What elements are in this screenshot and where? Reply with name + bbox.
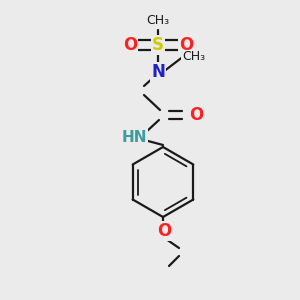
Text: S: S [152,36,164,54]
Text: CH₃: CH₃ [146,14,170,28]
Text: O: O [189,106,203,124]
Text: N: N [151,63,165,81]
Text: CH₃: CH₃ [182,50,206,64]
Text: HN: HN [121,130,147,145]
Text: O: O [179,36,193,54]
Text: O: O [123,36,137,54]
Text: O: O [157,222,171,240]
